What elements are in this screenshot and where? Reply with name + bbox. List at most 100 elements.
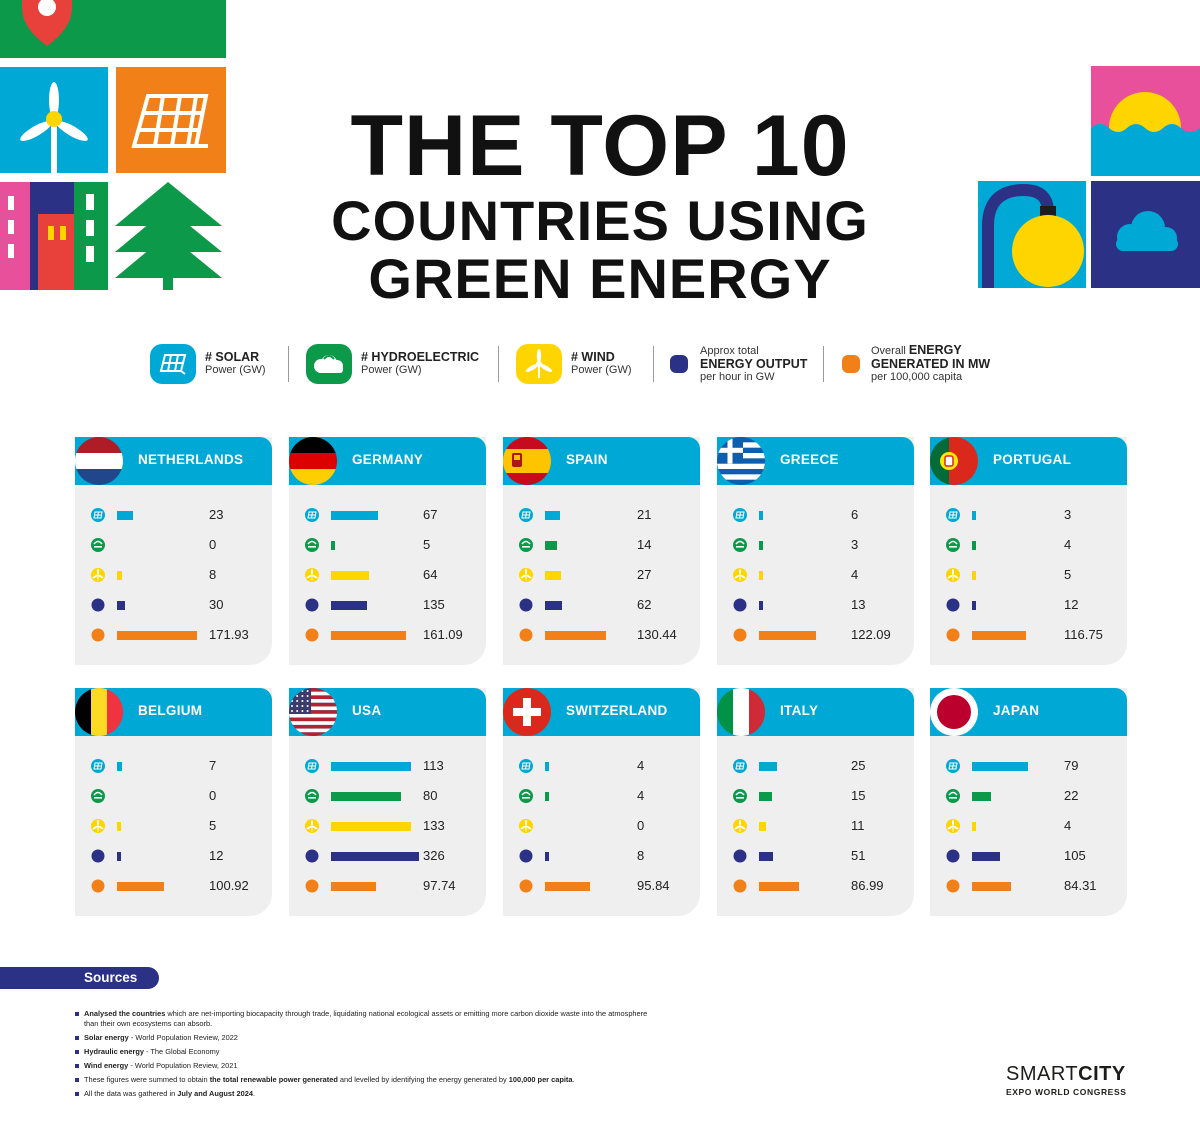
metric-row-solar: 25: [717, 756, 914, 776]
solar-panel-icon: [946, 508, 960, 522]
metric-row-hydro: 0: [75, 786, 272, 806]
source-note: These figures were summed to obtain the …: [75, 1075, 655, 1085]
hydro-value: 22: [1064, 788, 1079, 803]
output-dot-icon: [733, 849, 747, 863]
output-dot-icon: [519, 598, 533, 612]
wind-turbine-icon: [91, 819, 105, 833]
output-bar: [545, 601, 562, 610]
metric-row-output: 51: [717, 846, 914, 866]
solar-bar: [759, 762, 777, 771]
solar-panel-icon: [519, 759, 533, 773]
hydro-bar: [545, 792, 549, 801]
hydro-value: 80: [423, 788, 438, 803]
solar-value: 4: [637, 758, 645, 773]
sources-notes: Analysed the countries which are net-imp…: [75, 1009, 655, 1103]
legend-solar-title: # SOLAR: [205, 350, 260, 364]
metric-row-wind: 5: [75, 816, 272, 836]
wind-bar: [117, 822, 121, 831]
solar-panel-icon: [91, 759, 105, 773]
legend-divider: [653, 346, 654, 382]
generated-bar: [972, 882, 1011, 891]
output-value: 51: [851, 848, 866, 863]
wind-turbine-icon: [519, 568, 533, 582]
legend-generated: Overall ENERGY GENERATED IN MW per 100,0…: [842, 343, 990, 385]
legend-generated-post: per 100,000 capita: [871, 371, 963, 383]
hydro-value: 5: [423, 537, 431, 552]
hydroelectric-icon: [91, 789, 105, 803]
metric-row-solar: 67: [289, 505, 486, 525]
hydro-value: 0: [209, 537, 217, 552]
wind-turbine-icon: [305, 819, 319, 833]
wind-bar: [331, 571, 369, 580]
wind-value: 27: [637, 567, 652, 582]
hydroelectric-icon: [306, 344, 352, 384]
country-name: SPAIN: [566, 452, 608, 467]
generated-dot-icon: [946, 879, 960, 893]
output-value: 30: [209, 597, 224, 612]
spain-flag: [503, 437, 551, 485]
metric-row-solar: 6: [717, 505, 914, 525]
sources-heading: Sources: [0, 967, 159, 989]
metric-row-output: 8: [503, 846, 700, 866]
output-value: 326: [423, 848, 445, 863]
metric-row-wind: 27: [503, 565, 700, 585]
metric-row-wind: 0: [503, 816, 700, 836]
wind-turbine-icon: [305, 568, 319, 582]
wind-value: 64: [423, 567, 438, 582]
greece-flag: [717, 437, 765, 485]
generated-bar: [545, 631, 606, 640]
generated-dot-icon: [946, 628, 960, 642]
solar-panel-icon: [946, 759, 960, 773]
switzerland-flag: [503, 688, 551, 736]
legend-generated-bold-1: ENERGY: [908, 343, 962, 357]
metric-row-solar: 3: [930, 505, 1127, 525]
metric-row-wind: 133: [289, 816, 486, 836]
wind-value: 0: [637, 818, 645, 833]
output-bar: [545, 852, 549, 861]
generated-dot-icon: [733, 879, 747, 893]
wind-turbine-icon: [946, 819, 960, 833]
hydroelectric-icon: [946, 789, 960, 803]
wind-turbine-icon: [733, 568, 747, 582]
legend-divider: [823, 346, 824, 382]
generated-bar: [972, 631, 1026, 640]
output-value: 12: [209, 848, 224, 863]
solar-value: 6: [851, 507, 859, 522]
metric-row-generated: 116.75: [930, 625, 1127, 645]
metric-row-wind: 11: [717, 816, 914, 836]
generated-dot-icon: [519, 628, 533, 642]
solar-bar: [331, 762, 411, 771]
generated-value: 84.31: [1064, 878, 1097, 893]
metric-row-generated: 95.84: [503, 876, 700, 896]
buildings-icon: [0, 182, 108, 290]
hydroelectric-icon: [733, 789, 747, 803]
output-bar: [972, 852, 1000, 861]
country-card: SPAIN 21 14 27 62 130.44: [503, 437, 700, 665]
hydro-bar: [972, 792, 991, 801]
generated-value: 97.74: [423, 878, 456, 893]
street-lamp-icon: [982, 183, 1084, 288]
generated-bar: [117, 882, 164, 891]
metric-row-hydro: 22: [930, 786, 1127, 806]
wind-value: 5: [1064, 567, 1072, 582]
generated-value: 100.92: [209, 878, 249, 893]
hydro-bar: [759, 792, 772, 801]
generated-bar: [545, 882, 590, 891]
legend-output-post: per hour in GW: [700, 370, 775, 383]
hydro-bar: [331, 792, 401, 801]
generated-value: 122.09: [851, 627, 891, 642]
country-name: SWITZERLAND: [566, 703, 668, 718]
country-name: JAPAN: [993, 703, 1040, 718]
solar-panel-icon: [519, 508, 533, 522]
solar-panel-icon: [131, 94, 209, 148]
metric-row-wind: 8: [75, 565, 272, 585]
metric-row-solar: 79: [930, 756, 1127, 776]
title-line-3: GREEN ENERGY: [368, 247, 832, 310]
legend-generated-bold-2: GENERATED IN MW: [871, 357, 991, 371]
solar-bar: [545, 762, 549, 771]
output-dot-icon: [946, 849, 960, 863]
country-card: GERMANY 67 5 64 135 161.09: [289, 437, 486, 665]
generated-value: 161.09: [423, 627, 463, 642]
metric-row-hydro: 80: [289, 786, 486, 806]
japan-flag: [930, 688, 978, 736]
